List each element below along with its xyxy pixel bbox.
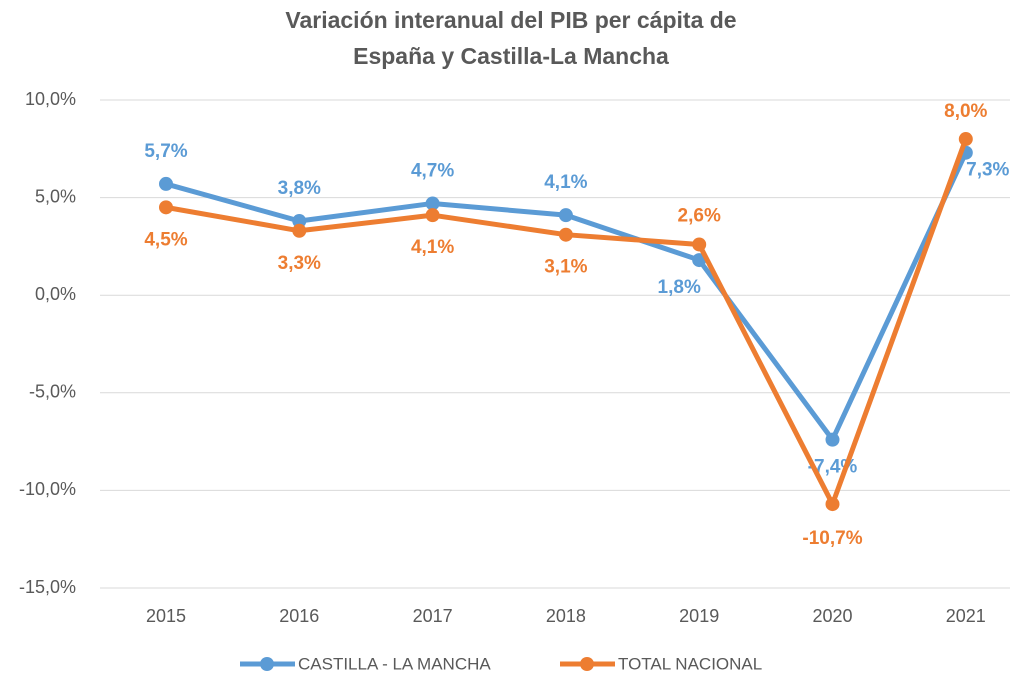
- data-point: [292, 223, 307, 238]
- data-label: 4,1%: [544, 172, 587, 193]
- x-tick-label: 2015: [146, 606, 186, 626]
- y-tick-label: -10,0%: [19, 479, 76, 499]
- x-tick-label: 2017: [413, 606, 453, 626]
- data-label: 3,1%: [544, 257, 587, 278]
- data-point: [692, 237, 707, 252]
- data-label: 7,3%: [966, 160, 1009, 181]
- data-point: [825, 432, 840, 447]
- x-tick-label: 2021: [946, 606, 986, 626]
- data-label: 4,7%: [411, 160, 454, 181]
- legend-marker: [260, 657, 274, 671]
- data-point: [558, 208, 573, 223]
- data-point: [558, 227, 573, 242]
- x-tick-label: 2016: [279, 606, 319, 626]
- x-tick-label: 2018: [546, 606, 586, 626]
- y-tick-label: 10,0%: [25, 89, 76, 109]
- y-tick-label: -15,0%: [19, 577, 76, 597]
- data-point: [292, 214, 307, 229]
- data-label: 4,5%: [144, 229, 187, 250]
- data-point: [425, 196, 440, 211]
- y-tick-label: -5,0%: [29, 382, 76, 402]
- y-tick-label: 5,0%: [35, 186, 76, 206]
- data-point: [159, 200, 173, 215]
- legend-label: CASTILLA - LA MANCHA: [298, 654, 491, 673]
- data-label: -10,7%: [802, 528, 862, 549]
- data-label: 3,3%: [278, 253, 321, 274]
- y-tick-label: 0,0%: [35, 284, 76, 304]
- legend-label: TOTAL NACIONAL: [618, 654, 762, 673]
- data-point: [159, 176, 173, 191]
- data-label: 8,0%: [944, 101, 987, 122]
- data-label: 5,7%: [144, 141, 187, 162]
- data-point: [825, 497, 840, 512]
- data-label: 2,6%: [678, 205, 721, 226]
- x-tick-label: 2019: [679, 606, 719, 626]
- data-label: 3,8%: [278, 178, 321, 199]
- legend-marker: [580, 657, 594, 671]
- data-label: 1,8%: [658, 277, 701, 298]
- x-tick-label: 2020: [812, 606, 852, 626]
- data-label: 4,1%: [411, 237, 454, 258]
- data-point: [958, 132, 973, 147]
- data-point: [425, 208, 440, 223]
- chart-title: Variación interanual del PIB per cápita …: [285, 7, 736, 33]
- chart-title: España y Castilla-La Mancha: [353, 43, 669, 69]
